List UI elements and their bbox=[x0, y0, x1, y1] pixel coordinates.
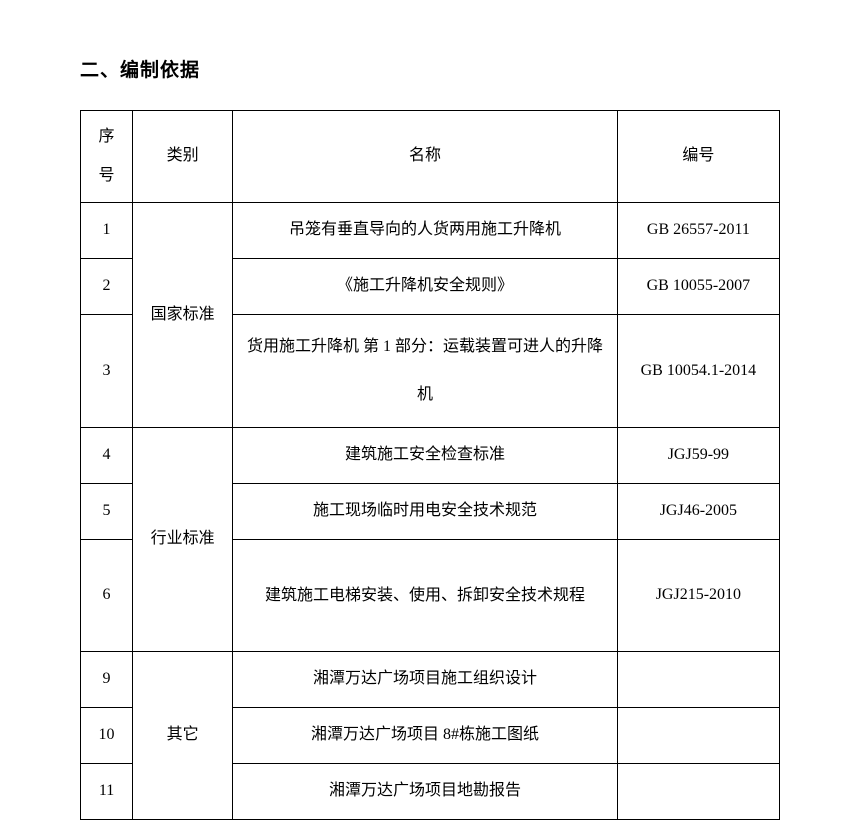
header-seq: 序 号 bbox=[81, 111, 133, 203]
cell-name: 吊笼有垂直导向的人货两用施工升降机 bbox=[233, 203, 618, 259]
cell-category-national: 国家标准 bbox=[133, 203, 233, 428]
cell-code: GB 26557-2011 bbox=[617, 203, 779, 259]
cell-code: JGJ59-99 bbox=[617, 428, 779, 484]
table-header-row: 序 号 类别 名称 编号 bbox=[81, 111, 780, 203]
standards-table: 序 号 类别 名称 编号 1 国家标准 吊笼有垂直导向的人货两用施工升降机 GB… bbox=[80, 110, 780, 820]
cell-seq: 3 bbox=[81, 315, 133, 428]
header-name: 名称 bbox=[233, 111, 618, 203]
cell-name: 施工现场临时用电安全技术规范 bbox=[233, 484, 618, 540]
table-row: 9 其它 湘潭万达广场项目施工组织设计 bbox=[81, 652, 780, 708]
cell-name: 货用施工升降机 第 1 部分：运载装置可进人的升降机 bbox=[233, 315, 618, 428]
document-page: 二、编制依据 序 号 类别 名称 编号 1 bbox=[0, 0, 862, 820]
cell-seq: 11 bbox=[81, 764, 133, 820]
header-category: 类别 bbox=[133, 111, 233, 203]
cell-category-other: 其它 bbox=[133, 652, 233, 820]
cell-code: GB 10055-2007 bbox=[617, 259, 779, 315]
cell-name: 湘潭万达广场项目施工组织设计 bbox=[233, 652, 618, 708]
section-title: 二、编制依据 bbox=[80, 55, 792, 82]
cell-name: 建筑施工安全检查标准 bbox=[233, 428, 618, 484]
cell-name: 湘潭万达广场项目 8#栋施工图纸 bbox=[233, 708, 618, 764]
header-code: 编号 bbox=[617, 111, 779, 203]
cell-code bbox=[617, 764, 779, 820]
cell-category-industry: 行业标准 bbox=[133, 428, 233, 652]
cell-name: 湘潭万达广场项目地勘报告 bbox=[233, 764, 618, 820]
cell-code: JGJ215-2010 bbox=[617, 540, 779, 652]
cell-seq: 4 bbox=[81, 428, 133, 484]
table-row: 1 国家标准 吊笼有垂直导向的人货两用施工升降机 GB 26557-2011 bbox=[81, 203, 780, 259]
cell-code: JGJ46-2005 bbox=[617, 484, 779, 540]
cell-name: 建筑施工电梯安装、使用、拆卸安全技术规程 bbox=[233, 540, 618, 652]
table-row: 4 行业标准 建筑施工安全检查标准 JGJ59-99 bbox=[81, 428, 780, 484]
cell-seq: 5 bbox=[81, 484, 133, 540]
header-seq-char2: 号 bbox=[99, 157, 115, 195]
cell-seq: 9 bbox=[81, 652, 133, 708]
cell-code bbox=[617, 652, 779, 708]
cell-seq: 10 bbox=[81, 708, 133, 764]
header-seq-char1: 序 bbox=[99, 118, 115, 156]
cell-code bbox=[617, 708, 779, 764]
cell-seq: 1 bbox=[81, 203, 133, 259]
cell-seq: 6 bbox=[81, 540, 133, 652]
cell-code: GB 10054.1-2014 bbox=[617, 315, 779, 428]
cell-seq: 2 bbox=[81, 259, 133, 315]
cell-name: 《施工升降机安全规则》 bbox=[233, 259, 618, 315]
